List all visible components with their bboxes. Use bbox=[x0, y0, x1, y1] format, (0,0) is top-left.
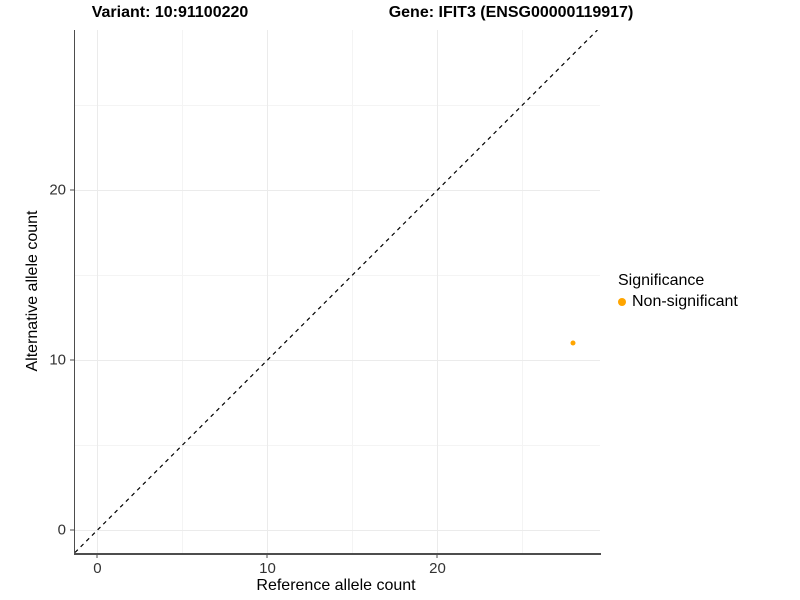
gridline-minor-horizontal bbox=[75, 104, 600, 106]
x-axis-tick bbox=[96, 553, 98, 558]
gridline-minor-vertical bbox=[352, 30, 354, 553]
y-tick-label: 20 bbox=[49, 181, 66, 199]
gene-title: Gene: IFIT3 (ENSG00000119917) bbox=[388, 4, 634, 21]
x-axis-tick bbox=[266, 553, 268, 558]
gridline-major-horizontal bbox=[75, 189, 600, 191]
gridline-minor-vertical bbox=[522, 30, 524, 553]
y-axis-tick bbox=[70, 529, 75, 531]
x-tick-label: 0 bbox=[93, 560, 102, 577]
gridline-major-horizontal bbox=[75, 530, 600, 532]
gridline-minor-vertical bbox=[182, 30, 184, 553]
gridline-major-horizontal bbox=[75, 360, 600, 362]
x-axis-line bbox=[73, 553, 601, 555]
gridline-minor-horizontal bbox=[75, 445, 600, 447]
legend-item: Non-significant bbox=[618, 292, 738, 311]
legend-title: Significance bbox=[618, 272, 705, 289]
y-axis-title: Alternative allele count bbox=[24, 210, 41, 372]
y-tick-label: 0 bbox=[57, 521, 66, 539]
y-axis-tick bbox=[70, 189, 75, 191]
legend-point-icon bbox=[618, 297, 626, 306]
identity-line bbox=[75, 30, 598, 553]
gridline-minor-horizontal bbox=[75, 275, 600, 276]
x-axis-tick bbox=[436, 553, 438, 558]
y-tick-label: 10 bbox=[49, 351, 66, 369]
gridline-major-vertical bbox=[97, 30, 99, 553]
x-axis-title: Reference allele count bbox=[256, 577, 416, 594]
identity-line-svg bbox=[75, 30, 598, 553]
legend-item-label: Non-significant bbox=[632, 292, 738, 310]
y-axis-line bbox=[73, 30, 75, 555]
plot-panel: 0 10 20 0 10 20 bbox=[49, 30, 600, 577]
x-tick-label: 20 bbox=[429, 560, 446, 577]
gridline-major-vertical bbox=[437, 30, 439, 553]
gridline-major-vertical bbox=[267, 30, 269, 553]
x-tick-label: 10 bbox=[259, 560, 276, 577]
variant-title: Variant: 10:91100220 bbox=[91, 4, 249, 21]
y-axis-tick bbox=[70, 359, 75, 361]
legend: Significance Non-significant bbox=[618, 271, 738, 311]
data-point bbox=[570, 340, 576, 346]
